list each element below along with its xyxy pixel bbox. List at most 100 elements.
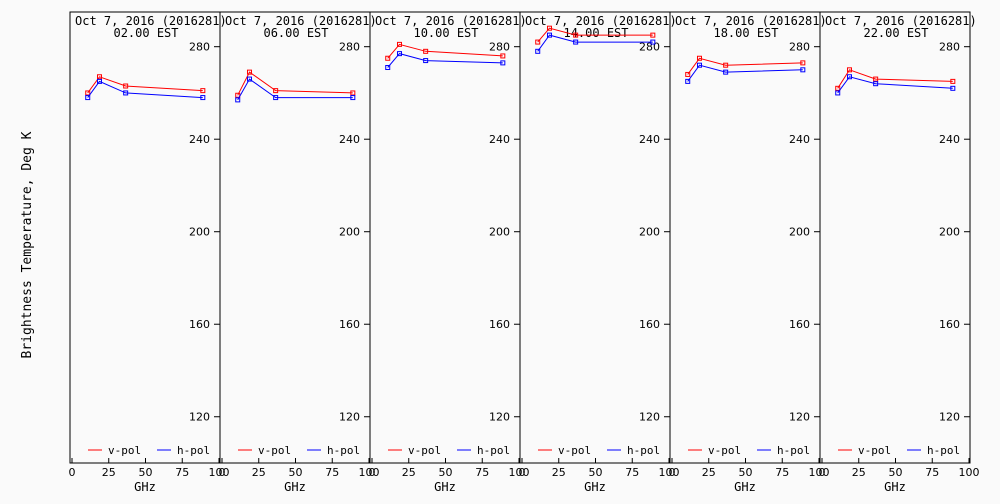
y-tick-label: 160: [639, 318, 660, 331]
data-point-h-pol: [385, 65, 391, 71]
x-tick-label: 0: [819, 466, 826, 479]
panel-3: Oct 7, 2016 (2016281)10.00 EST 120 160 200 2…: [369, 11, 530, 494]
x-tick-label: 50: [439, 466, 453, 479]
data-point-h-pol: [696, 62, 702, 68]
data-point-h-pol: [396, 51, 402, 57]
data-point-h-pol: [96, 78, 102, 84]
y-tick-label: 200: [189, 226, 210, 239]
data-point-v-pol: [546, 25, 552, 31]
y-tick-label: 120: [789, 411, 810, 424]
panel-subtitle: 06.00 EST: [263, 26, 328, 40]
panel-title: Oct 7, 2016 (2016281): [525, 14, 677, 28]
legend-label-h-pol: h-pol: [627, 444, 660, 457]
legend-label-v-pol: v-pol: [258, 444, 291, 457]
x-tick-label: 0: [369, 466, 376, 479]
legend-label-v-pol: v-pol: [708, 444, 741, 457]
data-point-v-pol: [535, 39, 541, 45]
x-tick-label: 25: [552, 466, 566, 479]
y-tick-label: 240: [939, 133, 960, 146]
x-tick-label: 100: [359, 466, 380, 479]
x-axis-label: GHz: [134, 480, 156, 494]
data-point-v-pol: [696, 55, 702, 61]
panel-title: Oct 7, 2016 (2016281): [225, 14, 377, 28]
panel-subtitle: 10.00 EST: [413, 26, 478, 40]
panel-title: Oct 7, 2016 (2016281): [675, 14, 827, 28]
y-tick-label: 160: [489, 318, 510, 331]
data-point-v-pol: [573, 32, 579, 38]
legend-label-v-pol: v-pol: [408, 444, 441, 457]
data-point-h-pol: [723, 69, 729, 75]
panel-subtitle: 18.00 EST: [713, 26, 778, 40]
data-point-v-pol: [650, 32, 656, 38]
x-tick-label: 25: [252, 466, 266, 479]
data-point-v-pol: [423, 48, 429, 54]
series-line-v-pol: [537, 27, 653, 43]
data-point-h-pol: [650, 39, 656, 45]
panel-subtitle: 02.00 EST: [113, 26, 178, 40]
x-tick-label: 75: [925, 466, 939, 479]
legend-label-v-pol: v-pol: [558, 444, 591, 457]
x-tick-label: 100: [209, 466, 230, 479]
y-tick-label: 120: [489, 411, 510, 424]
data-point-v-pol: [123, 83, 129, 89]
y-tick-label: 200: [789, 226, 810, 239]
y-tick-label: 240: [639, 133, 660, 146]
data-point-h-pol: [200, 95, 206, 101]
data-point-v-pol: [200, 88, 206, 94]
data-point-h-pol: [835, 90, 841, 96]
data-point-v-pol: [385, 55, 391, 61]
data-point-v-pol: [85, 90, 91, 96]
panel-title: Oct 7, 2016 (2016281): [75, 14, 227, 28]
data-point-h-pol: [846, 74, 852, 80]
panel-6: Oct 7, 2016 (2016281)22.00 EST 120 160 200 2…: [819, 11, 980, 494]
x-tick-label: 75: [175, 466, 189, 479]
y-tick-label: 240: [789, 133, 810, 146]
panel-4: Oct 7, 2016 (2016281)14.00 EST 120 160 200 2…: [519, 11, 680, 494]
data-point-h-pol: [350, 95, 356, 101]
series-line-v-pol: [687, 57, 803, 75]
series-line-h-pol: [387, 53, 503, 68]
x-tick-label: 50: [889, 466, 903, 479]
data-point-h-pol: [685, 78, 691, 84]
y-axis-label: Brightness Temperature, Deg K: [20, 131, 35, 358]
data-point-v-pol: [835, 85, 841, 91]
data-point-h-pol: [123, 90, 129, 96]
series-line-h-pol: [87, 80, 203, 99]
x-tick-label: 25: [702, 466, 716, 479]
legend-label-h-pol: h-pol: [927, 444, 960, 457]
y-tick-label: 160: [189, 318, 210, 331]
data-point-v-pol: [846, 67, 852, 73]
data-point-h-pol: [85, 95, 91, 101]
data-point-h-pol: [950, 85, 956, 91]
data-point-v-pol: [96, 74, 102, 80]
data-point-h-pol: [235, 97, 241, 103]
series-line-h-pol: [537, 34, 653, 52]
y-tick-label: 200: [639, 226, 660, 239]
y-tick-label: 240: [339, 133, 360, 146]
data-point-h-pol: [535, 48, 541, 54]
y-tick-label: 120: [339, 411, 360, 424]
x-tick-label: 0: [519, 466, 526, 479]
x-axis-label: GHz: [434, 480, 456, 494]
y-tick-label: 280: [189, 41, 210, 54]
x-tick-label: 75: [325, 466, 339, 479]
data-point-h-pol: [246, 76, 252, 82]
data-point-v-pol: [350, 90, 356, 96]
series-line-h-pol: [837, 76, 953, 94]
data-point-v-pol: [246, 69, 252, 75]
data-point-v-pol: [800, 60, 806, 66]
data-point-v-pol: [873, 76, 879, 82]
series-line-h-pol: [687, 64, 803, 82]
y-tick-label: 280: [789, 41, 810, 54]
data-point-v-pol: [950, 78, 956, 84]
x-tick-label: 25: [852, 466, 866, 479]
panel-5: Oct 7, 2016 (2016281)18.00 EST 120 160 200 2…: [669, 11, 830, 494]
data-point-v-pol: [500, 53, 506, 59]
data-point-h-pol: [423, 58, 429, 64]
data-point-h-pol: [573, 39, 579, 45]
data-point-v-pol: [685, 71, 691, 77]
x-axis-label: GHz: [284, 480, 306, 494]
data-point-h-pol: [800, 67, 806, 73]
legend-label-h-pol: h-pol: [777, 444, 810, 457]
